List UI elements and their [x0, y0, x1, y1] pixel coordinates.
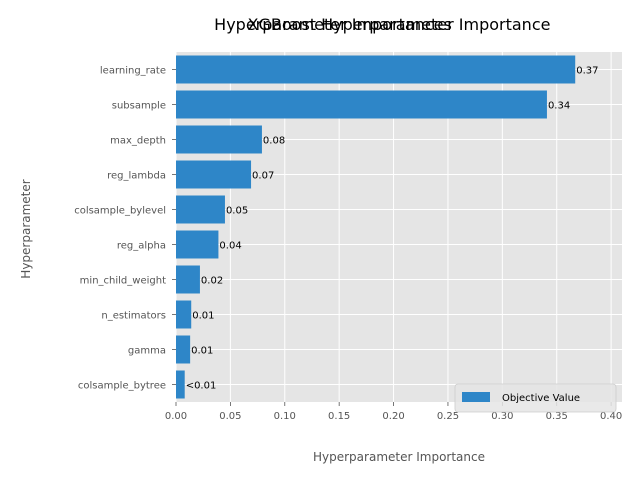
bar-value-label: 0.08 [263, 136, 285, 147]
bar-value-label: 0.01 [192, 311, 214, 322]
bar-value-label: 0.07 [252, 171, 274, 182]
bar-max_depth [176, 125, 262, 154]
legend-box [454, 383, 617, 413]
y-tick-label: min_child_weight [80, 276, 166, 287]
y-tick-label: subsample [112, 101, 166, 112]
legend-label: Objective Value [502, 393, 580, 404]
bar-value-label: 0.01 [191, 346, 213, 357]
bar-value-label: 0.04 [219, 241, 241, 252]
x-tick-labels: 0.00 0.05 0.10 0.15 0.20 0.25 0.30 0.35 0.40 [165, 402, 622, 422]
bar-gamma [176, 335, 191, 364]
y-tick-label: gamma [128, 346, 166, 357]
y-tick-label: colsample_bylevel [74, 206, 166, 217]
x-axis-label: Hyperparameter Importance [313, 450, 485, 464]
x-tick-label: 0.00 [165, 411, 187, 422]
y-tick-label: learning_rate [100, 66, 166, 77]
bar-colsample_bylevel [176, 195, 225, 224]
bar-reg_alpha [176, 230, 219, 259]
y-tick-label: reg_alpha [117, 241, 166, 252]
x-tick-label: 0.40 [600, 411, 622, 422]
chart-title-1: Hyperparameter Importances [214, 15, 452, 34]
bar-colsample_bytree [176, 370, 185, 399]
y-axis-label: Hyperparameter [19, 179, 33, 278]
legend: Objective Value [454, 383, 617, 413]
bar-value-labels: 0.37 0.34 0.08 0.07 0.05 0.04 0.02 0.01 0.01 <0.0… [186, 66, 599, 392]
bar-reg_lambda [176, 160, 252, 189]
x-tick-label: 0.35 [546, 411, 568, 422]
y-tick-label: colsample_bytree [78, 381, 166, 392]
y-tick-label: reg_lambda [107, 171, 166, 182]
x-tick-label: 0.10 [274, 411, 296, 422]
bar-subsample [176, 90, 547, 119]
x-tick-label: 0.15 [328, 411, 350, 422]
y-tick-labels: learning_rate subsample max_depth reg_lambd… [74, 66, 176, 392]
bar-value-label: 0.37 [576, 66, 598, 77]
bar-value-label: 0.05 [226, 206, 248, 217]
bar-learning_rate [176, 55, 576, 84]
x-tick-label: 0.25 [437, 411, 459, 422]
y-tick-label: max_depth [110, 136, 166, 147]
bar-value-label: <0.01 [186, 381, 217, 392]
x-tick-label: 0.05 [219, 411, 241, 422]
x-tick-label: 0.30 [491, 411, 513, 422]
bar-value-label: 0.02 [201, 276, 223, 287]
y-tick-label: n_estimators [101, 311, 166, 322]
x-tick-label: 0.20 [382, 411, 404, 422]
bar-value-label: 0.34 [548, 101, 570, 112]
bars [176, 55, 576, 399]
chart-title-2: XGBoost Hyperparameter Importance [248, 15, 551, 34]
bar-n_estimators [176, 300, 192, 329]
bar-min_child_weight [176, 265, 200, 294]
legend-swatch [462, 392, 490, 402]
